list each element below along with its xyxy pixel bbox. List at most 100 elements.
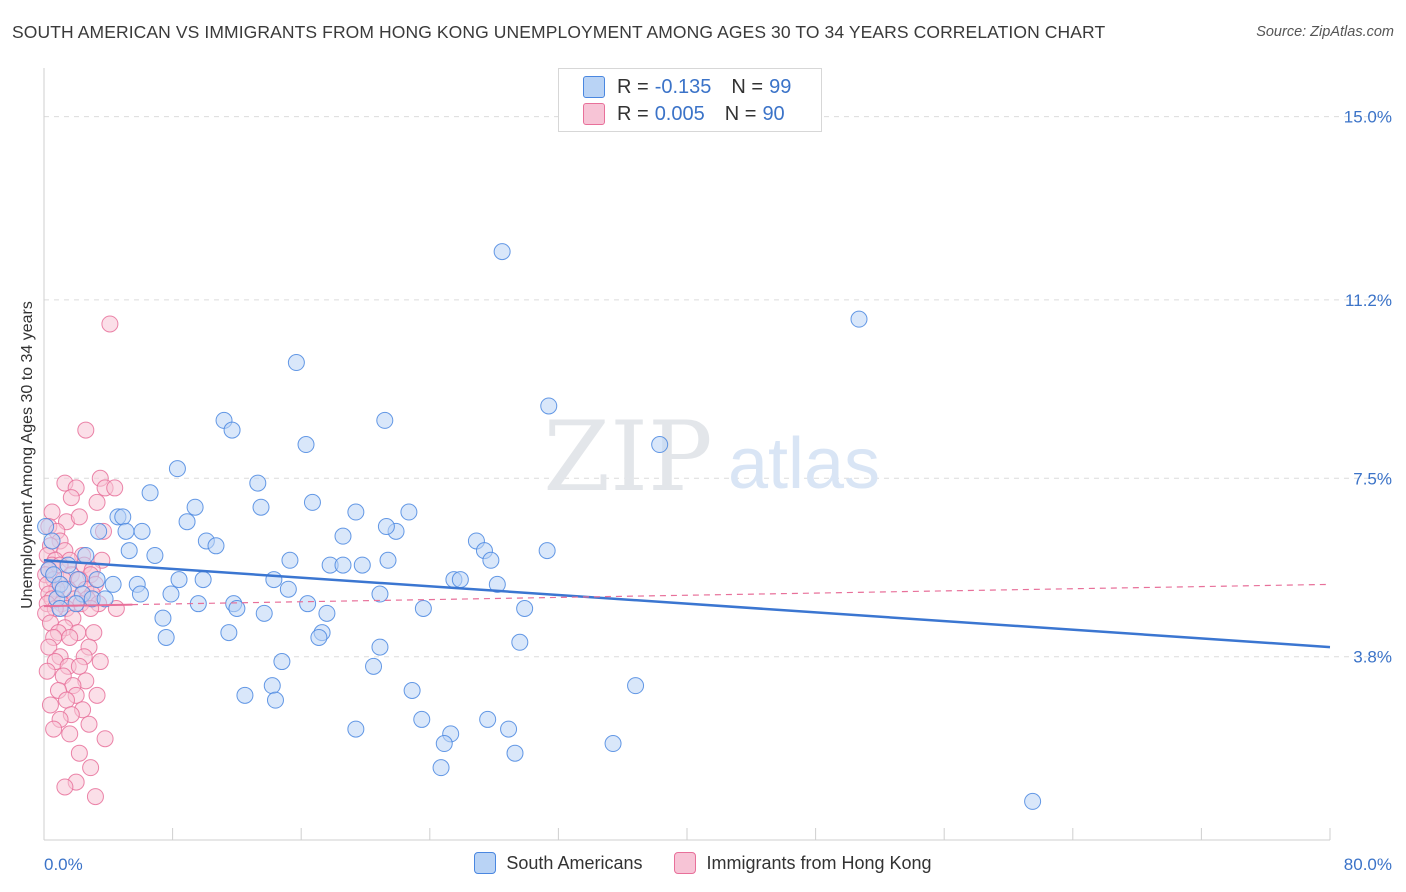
data-point <box>96 730 114 748</box>
data-point <box>279 580 297 598</box>
data-point <box>88 686 106 704</box>
data-point <box>133 522 151 540</box>
data-point <box>56 778 74 796</box>
y-tick-label: 3.8% <box>1353 648 1392 667</box>
y-tick-label: 15.0% <box>1344 108 1392 127</box>
data-point <box>186 498 204 516</box>
correlation-legend: R = -0.135 N = 99 R = 0.005 N = 90 <box>558 68 822 132</box>
tick-labels: 3.8% 7.5% 11.2% 15.0% 0.0% 80.0% <box>44 108 1392 874</box>
data-point <box>104 575 122 593</box>
series-legend: South Americans Immigrants from Hong Kon… <box>0 852 1406 874</box>
data-point <box>70 508 88 526</box>
data-point <box>157 628 175 646</box>
data-point <box>77 546 95 564</box>
data-point <box>1024 792 1042 810</box>
data-point <box>131 585 149 603</box>
axes <box>43 68 1331 841</box>
data-point <box>86 788 104 806</box>
legend-swatch-blue <box>474 852 497 874</box>
y-axis-label: Unemployment Among Ages 30 to 34 years <box>19 301 36 609</box>
data-point <box>80 715 98 733</box>
data-point <box>651 436 669 454</box>
legend-swatch-pink <box>583 103 605 125</box>
legend-r-value: -0.135 <box>654 75 712 98</box>
data-point <box>41 696 59 714</box>
data-point <box>62 489 80 507</box>
data-point <box>154 609 172 627</box>
data-point <box>334 527 352 545</box>
data-point <box>141 484 159 502</box>
data-point <box>310 628 328 646</box>
legend-r-value: 0.005 <box>654 102 705 125</box>
data-point <box>303 493 321 511</box>
data-point <box>37 518 55 536</box>
data-point <box>265 571 283 589</box>
data-point <box>40 638 58 656</box>
data-point <box>299 595 317 613</box>
data-point <box>117 522 135 540</box>
legend-item-hong-kong[interactable]: Immigrants from Hong Kong <box>674 852 932 874</box>
trend-line-hong-kong <box>43 583 1331 607</box>
legend-label: South Americans <box>506 852 643 873</box>
data-point <box>43 532 61 550</box>
data-point <box>347 503 365 521</box>
data-point <box>106 479 124 497</box>
data-point <box>168 460 186 478</box>
series-south-americans <box>37 243 1042 810</box>
data-point <box>435 735 453 753</box>
data-point <box>516 600 534 618</box>
data-point <box>252 498 270 516</box>
legend-swatch-blue <box>583 76 605 98</box>
data-point <box>223 421 241 439</box>
data-point <box>236 686 254 704</box>
data-point <box>511 633 529 651</box>
data-point <box>207 537 225 555</box>
data-point <box>376 411 394 429</box>
legend-r-label: R = <box>617 75 649 98</box>
data-point <box>263 677 281 695</box>
watermark-zip: ZIP <box>543 401 712 513</box>
chart-title: SOUTH AMERICAN VS IMMIGRANTS FROM HONG K… <box>12 22 1106 42</box>
data-point <box>281 551 299 569</box>
data-point <box>347 720 365 738</box>
data-point <box>162 585 180 603</box>
legend-r-label: R = <box>617 102 649 125</box>
x-tick-label: 80.0% <box>1344 855 1392 874</box>
data-point <box>43 503 61 521</box>
data-point <box>334 556 352 574</box>
data-point <box>255 604 273 622</box>
data-point <box>488 575 506 593</box>
data-point <box>85 624 103 642</box>
legend-n-label: N = <box>731 75 764 98</box>
data-point <box>96 590 114 608</box>
data-point <box>500 720 518 738</box>
y-tick-label: 11.2% <box>1345 291 1392 310</box>
data-point <box>91 653 109 671</box>
trend-line-south-americans <box>43 559 1331 649</box>
data-point <box>146 546 164 564</box>
data-point <box>88 571 106 589</box>
data-point <box>413 710 431 728</box>
data-point <box>604 735 622 753</box>
data-point <box>850 310 868 328</box>
data-point <box>194 571 212 589</box>
legend-n-value: 90 <box>762 102 785 125</box>
data-point <box>58 691 76 709</box>
grid-lines <box>44 116 1392 658</box>
data-point <box>371 638 389 656</box>
data-point <box>506 744 524 762</box>
data-point <box>220 624 238 642</box>
data-point <box>170 571 188 589</box>
data-point <box>627 677 645 695</box>
data-point <box>178 513 196 531</box>
data-point <box>70 657 88 675</box>
legend-item-south-americans[interactable]: South Americans <box>474 852 642 874</box>
watermark-atlas: atlas <box>728 424 880 504</box>
data-point <box>77 421 95 439</box>
data-point <box>377 518 395 536</box>
x-tick-label: 0.0% <box>44 855 83 874</box>
watermark: ZIP atlas <box>543 401 880 513</box>
legend-row-hong-kong: R = 0.005 N = 90 <box>583 101 785 127</box>
legend-n-label: N = <box>724 102 757 125</box>
